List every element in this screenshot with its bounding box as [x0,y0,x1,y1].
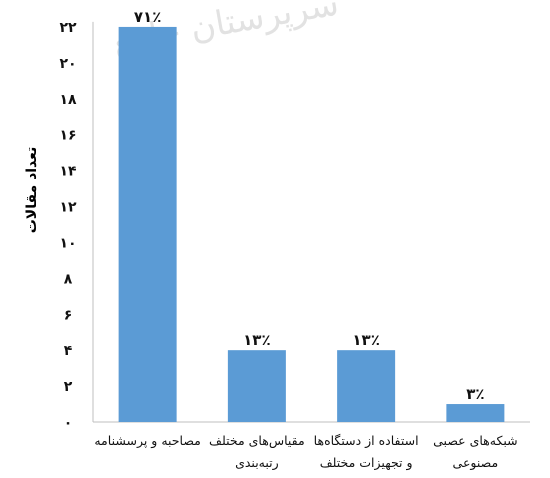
y-tick-label: ۱۲ [59,200,77,216]
data-label: ۳٪ [466,385,484,403]
bar [118,26,177,423]
y-tick-label: ۱۴ [59,164,77,180]
y-tick-label: ۲۰ [59,56,76,72]
x-tick-label: مقیاس‌های مختلف رتبه‌بندی [197,430,317,474]
x-tick-label-line: رتبه‌بندی [235,455,279,470]
x-tick-label-line: مقیاس‌های مختلف [209,433,305,448]
x-tick-label: شبکه‌های عصبی مصنوعی [415,430,535,474]
y-tick-label: ۱۰ [59,235,76,251]
y-tick-label: ۶ [64,307,73,323]
data-label: ۱۳٪ [243,331,270,349]
bar [337,350,396,422]
x-tick-label-line: مصاحبه و پرسشنامه [94,433,201,448]
y-tick-label: ۸ [64,271,73,287]
y-tick-label: ۲۲ [59,20,77,36]
bar [446,404,505,422]
y-tick-label: ۰ [64,415,73,431]
y-tick-label: ۲ [64,379,73,395]
bar-series [118,26,505,423]
y-tick-label: ۴ [64,343,73,359]
bar [227,350,286,422]
x-tick-label-line: مصنوعی [452,455,499,470]
y-axis-label: تعداد مقالات [24,147,40,234]
x-tick-label: استفاده از دستگاه‌ها و تجهیزات مختلف [306,430,426,474]
x-tick-label: مصاحبه و پرسشنامه [88,430,208,452]
data-label: ۱۳٪ [352,331,379,349]
x-tick-label-line: و تجهیزات مختلف [319,455,413,470]
x-tick-label-line: شبکه‌های عصبی [433,433,518,448]
y-tick-label: ۱۸ [59,92,77,108]
x-tick-label-line: استفاده از دستگاه‌ها [313,433,419,448]
y-tick-label: ۱۶ [59,128,76,144]
data-label: ۷۱٪ [134,8,161,26]
data-labels: ۷۱٪ ۱۳٪ ۱۳٪ ۳٪ [134,8,485,403]
